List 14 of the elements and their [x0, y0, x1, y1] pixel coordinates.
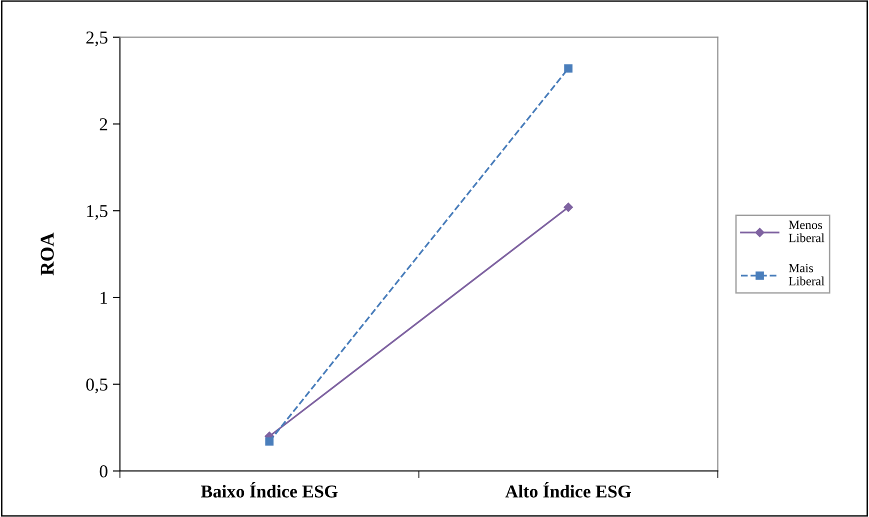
y-tick-label: 2,5	[86, 32, 108, 46]
legend-label: Menos Liberal	[788, 220, 824, 242]
y-tick-label: 0	[100, 465, 108, 478]
x-tick-label: Alto Índice ESG	[505, 482, 632, 498]
point	[564, 64, 572, 73]
y-tick-label: 1	[100, 292, 108, 304]
point	[265, 437, 274, 446]
point	[563, 202, 574, 212]
y-axis-title: ROA	[40, 232, 54, 276]
x-tick-label: Baixo Índice ESG	[200, 482, 338, 498]
y-tick-label: 0,5	[86, 378, 108, 394]
legend-label: Mais Liberal	[788, 264, 824, 286]
y-tick-label: 1,5	[87, 205, 108, 220]
y-tick-label: 2	[100, 118, 108, 130]
